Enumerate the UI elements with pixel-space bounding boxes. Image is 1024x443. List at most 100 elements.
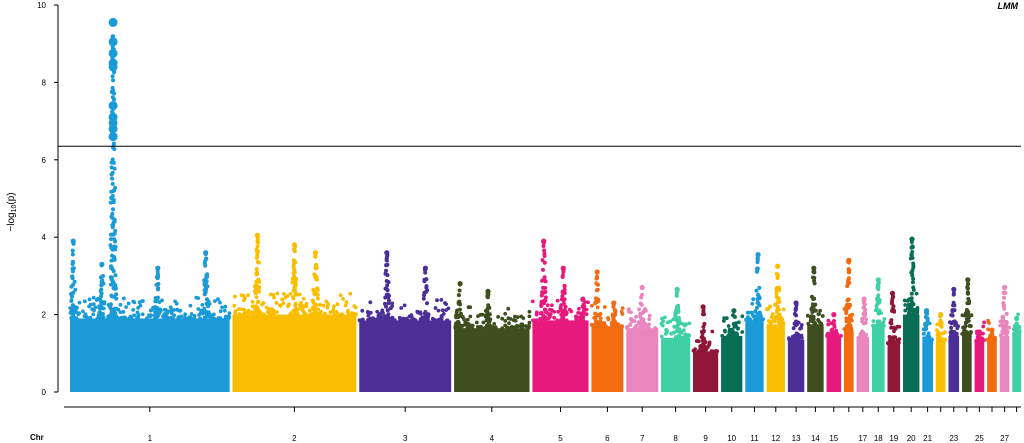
snp-point [780,317,785,322]
snp-point [503,319,508,323]
snp-point [927,321,932,326]
peak-snp-point [793,300,799,306]
snp-point [914,291,919,296]
snp-point [111,232,116,237]
snp-point [360,308,365,313]
snp-point [560,294,565,299]
snp-point [304,304,309,309]
snp-point [765,307,769,312]
snp-point [242,298,246,303]
snp-point [384,292,389,297]
snp-point [832,324,837,329]
snp-point [203,282,208,286]
snp-point [774,315,779,320]
snp-point [862,313,867,318]
snp-point [982,320,986,325]
snp-point [527,309,532,314]
snp-point [647,317,652,321]
snp-point [109,258,114,263]
snp-point [153,296,158,301]
snp-point [386,301,391,306]
snp-point [110,176,115,181]
snp-point [457,307,462,312]
snp-point [368,300,373,305]
chromosome-17-bulk [856,339,870,392]
snp-point [812,296,817,301]
snp-point [132,313,137,318]
snp-point [534,312,539,317]
snp-point [834,328,838,333]
snp-point [539,317,544,322]
y-tick-label: 6 [42,156,47,165]
snp-point [597,324,602,329]
snp-point [99,291,104,296]
snp-point [611,316,616,321]
snp-point [541,267,545,272]
chromosome-6-points [589,269,625,392]
chromosome-8-bulk [661,337,691,392]
snp-point [910,273,915,278]
snp-point [354,312,358,316]
snp-point [926,331,931,336]
snp-point [141,299,145,303]
snp-point [97,310,102,315]
snp-point [456,315,460,320]
snp-point [860,332,865,337]
snp-point [750,301,755,306]
snp-point [560,314,565,319]
snp-point [800,336,804,340]
snp-point [386,280,391,285]
snp-point [720,333,725,338]
peak-snp-point [594,269,600,275]
snp-point [91,312,96,317]
snp-point [756,301,761,305]
snp-point [422,277,427,282]
chromosome-25-points [974,320,986,392]
snp-point [136,306,141,310]
snp-point [77,311,81,316]
snp-point [1001,290,1006,295]
snp-point [292,267,297,272]
snp-point [261,301,266,305]
snp-point [218,300,222,305]
snp-point [421,296,426,301]
peak-snp-point [580,296,586,302]
snp-point [110,157,115,162]
snp-point [776,320,781,325]
snp-point [1004,311,1009,316]
significant-snp-point [108,17,118,27]
chromosome-11-bulk [745,320,764,392]
snp-point [1004,333,1009,338]
snp-point [311,288,316,292]
snp-point [775,286,780,290]
y-axis-title-arg: (p) [6,192,17,204]
peak-snp-point [457,281,463,287]
snp-point [109,311,114,316]
snp-point [681,328,686,333]
snp-point [312,306,317,311]
snp-point [81,309,85,314]
snp-point [812,322,817,327]
snp-point [842,327,847,331]
snp-point [424,285,429,290]
peak-snp-point [155,265,161,271]
y-tick-label: 8 [42,78,47,87]
chromosome-20-points [902,236,920,392]
snp-point [220,305,225,310]
peak-snp-point [861,296,867,302]
snp-point [541,244,546,248]
snp-point [921,331,926,336]
snp-point [740,314,745,319]
snp-point [91,302,96,307]
snp-point [542,275,547,280]
snp-point [384,258,389,262]
snp-point [288,292,293,296]
snp-point [69,299,74,303]
snp-point [731,313,735,318]
snp-point [594,281,599,286]
snp-point [908,312,913,317]
y-axis-title-subscript: 10 [11,205,18,213]
chromosome-21-points [921,308,934,392]
chromosome-23-bulk [948,335,960,392]
snp-point [188,315,193,320]
